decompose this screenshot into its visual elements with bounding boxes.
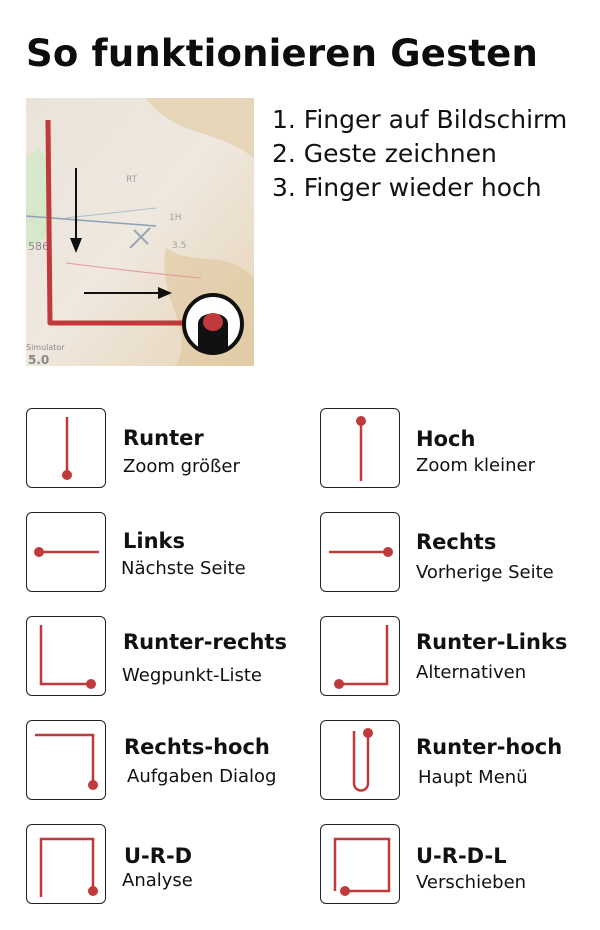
finger-icon	[182, 293, 244, 355]
gesture-action: Aufgaben Dialog	[127, 766, 277, 787]
gesture-name: U-R-D	[124, 844, 193, 868]
gesture-left-icon	[34, 547, 99, 557]
map-background: 586 Simulator 5.0 1H 3.5 RT	[26, 98, 254, 366]
turnpoint-label: RT	[126, 175, 138, 185]
gesture-name: Runter-rechts	[123, 630, 287, 654]
gesture-tile-down-left	[320, 616, 400, 696]
gesture-name: Hoch	[416, 427, 476, 451]
step-item: 3. Finger wieder hoch	[272, 173, 542, 202]
gesture-up-right-down-left-icon	[333, 837, 391, 896]
arrow-down-icon	[70, 168, 82, 253]
arrow-right-icon	[84, 287, 172, 299]
gesture-up-icon	[356, 416, 366, 481]
gesture-name: Links	[123, 529, 185, 553]
gesture-tile-left	[26, 512, 106, 592]
gesture-name: Runter	[123, 426, 204, 450]
gesture-down-right-icon	[39, 625, 96, 689]
gesture-down-left-icon	[334, 625, 389, 689]
gesture-action: Verschieben	[416, 872, 527, 893]
gesture-action: Vorherige Seite	[416, 562, 554, 583]
gesture-name: U-R-D-L	[416, 844, 507, 868]
gesture-tile-right-up	[26, 720, 106, 800]
gesture-name: Runter-hoch	[416, 735, 563, 759]
gesture-action: Nächste Seite	[121, 558, 246, 579]
gesture-tile-up-right-down-left	[320, 824, 400, 904]
gesture-action: Wegpunkt-Liste	[122, 665, 263, 686]
step-item: 2. Geste zeichnen	[272, 139, 497, 168]
gesture-action: Haupt Menü	[418, 767, 528, 788]
gesture-tile-right	[320, 512, 400, 592]
gesture-name: Rechts-hoch	[124, 735, 270, 759]
gesture-action: Zoom kleiner	[416, 455, 535, 476]
instruction-steps: 1. Finger auf Bildschirm 2. Geste zeichn…	[272, 103, 567, 205]
gesture-path	[45, 119, 206, 326]
gesture-right-icon	[329, 547, 393, 557]
gesture-tile-down-right	[26, 616, 106, 696]
gesture-action: Analyse	[122, 870, 193, 891]
altitude-label: 586	[28, 240, 49, 253]
gesture-action: Zoom größer	[123, 456, 240, 477]
gesture-down-up-icon	[352, 728, 373, 792]
vario-label: 5.0	[28, 353, 49, 366]
distance-label: 3.5	[172, 241, 186, 251]
gesture-right-up-icon	[35, 733, 98, 790]
glider-icon	[129, 227, 151, 249]
gesture-demo-illustration: 586 Simulator 5.0 1H 3.5 RT	[26, 98, 254, 366]
gesture-tile-up-right-down	[26, 824, 106, 904]
gesture-tile-down	[26, 408, 106, 488]
waypoint-label: 1H	[169, 213, 182, 223]
simulator-label: Simulator	[26, 343, 65, 352]
gesture-name: Rechts	[416, 530, 497, 554]
step-item: 1. Finger auf Bildschirm	[272, 105, 568, 134]
gesture-name: Runter-Links	[416, 630, 568, 654]
gesture-action: Alternativen	[416, 662, 527, 683]
gesture-tile-up	[320, 408, 400, 488]
gesture-up-right-down-icon	[39, 837, 98, 897]
gesture-tile-down-up	[320, 720, 400, 800]
gesture-down-icon	[62, 417, 72, 480]
page-title: So funktionieren Gesten	[26, 32, 539, 75]
